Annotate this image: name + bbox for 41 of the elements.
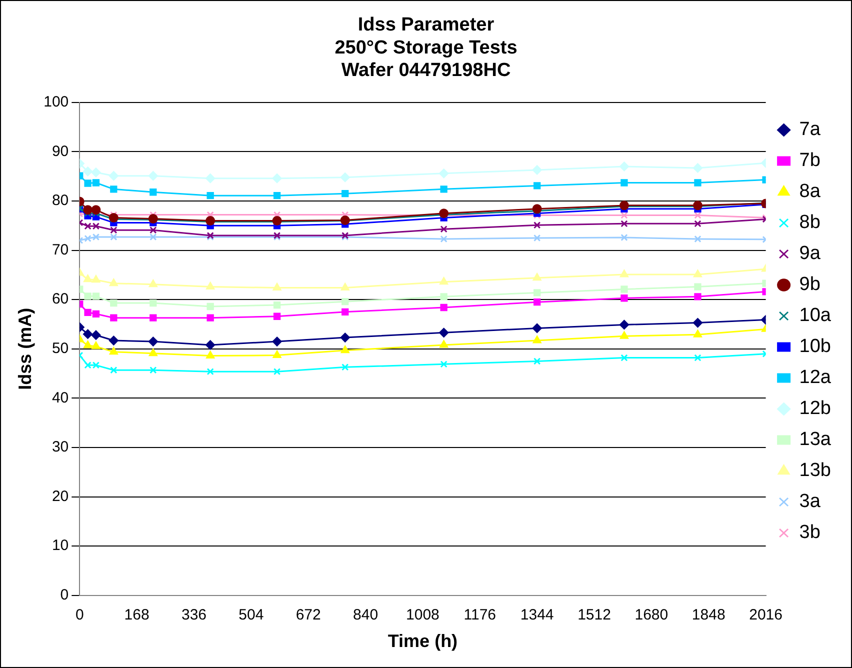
- y-tick-label: 100: [44, 94, 69, 111]
- y-tick-label: 50: [52, 340, 69, 358]
- x-tick-label: 672: [296, 606, 321, 624]
- y-tick-label: 10: [52, 537, 69, 554]
- y-axis-title: Idss (mA): [14, 308, 35, 390]
- legend-label: 13a: [799, 429, 832, 450]
- y-tick-label: 80: [52, 192, 69, 210]
- legend-label: 8a: [799, 181, 821, 202]
- legend-label: 12a: [799, 367, 832, 388]
- legend-label: 9b: [799, 274, 820, 296]
- y-tick-label: 0: [60, 586, 69, 604]
- x-tick-label: 1344: [520, 606, 554, 624]
- chart-title: Idss Parameter 250°C Storage Tests Wafer 04479198HC: [334, 14, 518, 82]
- legend-label: 13b: [799, 460, 831, 482]
- x-tick-label: 336: [181, 606, 207, 624]
- legend-label: 3b: [799, 522, 820, 544]
- x-tick-label: 1176: [464, 606, 496, 624]
- x-tick-label: 1680: [634, 606, 668, 624]
- legend-label: 10b: [799, 336, 831, 358]
- x-tick-label: 504: [238, 606, 264, 624]
- x-tick-label: 1848: [692, 606, 726, 624]
- x-tick-label: 1512: [578, 606, 611, 624]
- legend-label: 10a: [799, 305, 832, 326]
- legend-label: 7a: [799, 119, 821, 140]
- legend-label: 7b: [799, 150, 820, 172]
- x-tick-label: 0: [75, 606, 84, 624]
- y-tick-label: 30: [52, 438, 69, 456]
- y-tick-label: 60: [52, 290, 69, 308]
- y-tick-label: 90: [52, 142, 69, 160]
- x-tick-label: 1008: [406, 606, 440, 624]
- x-axis-title: Time (h): [388, 631, 458, 652]
- legend-label: 3a: [799, 491, 821, 512]
- legend-label: 12b: [799, 398, 831, 420]
- legend-label: 9a: [799, 243, 821, 264]
- x-tick-label: 2016: [749, 606, 782, 624]
- y-tick-label: 70: [52, 241, 69, 258]
- x-tick-label: 168: [124, 606, 150, 624]
- legend-label: 8b: [799, 212, 820, 234]
- y-tick-label: 40: [52, 389, 69, 406]
- x-tick-label: 840: [353, 606, 378, 624]
- y-tick-label: 20: [52, 488, 69, 505]
